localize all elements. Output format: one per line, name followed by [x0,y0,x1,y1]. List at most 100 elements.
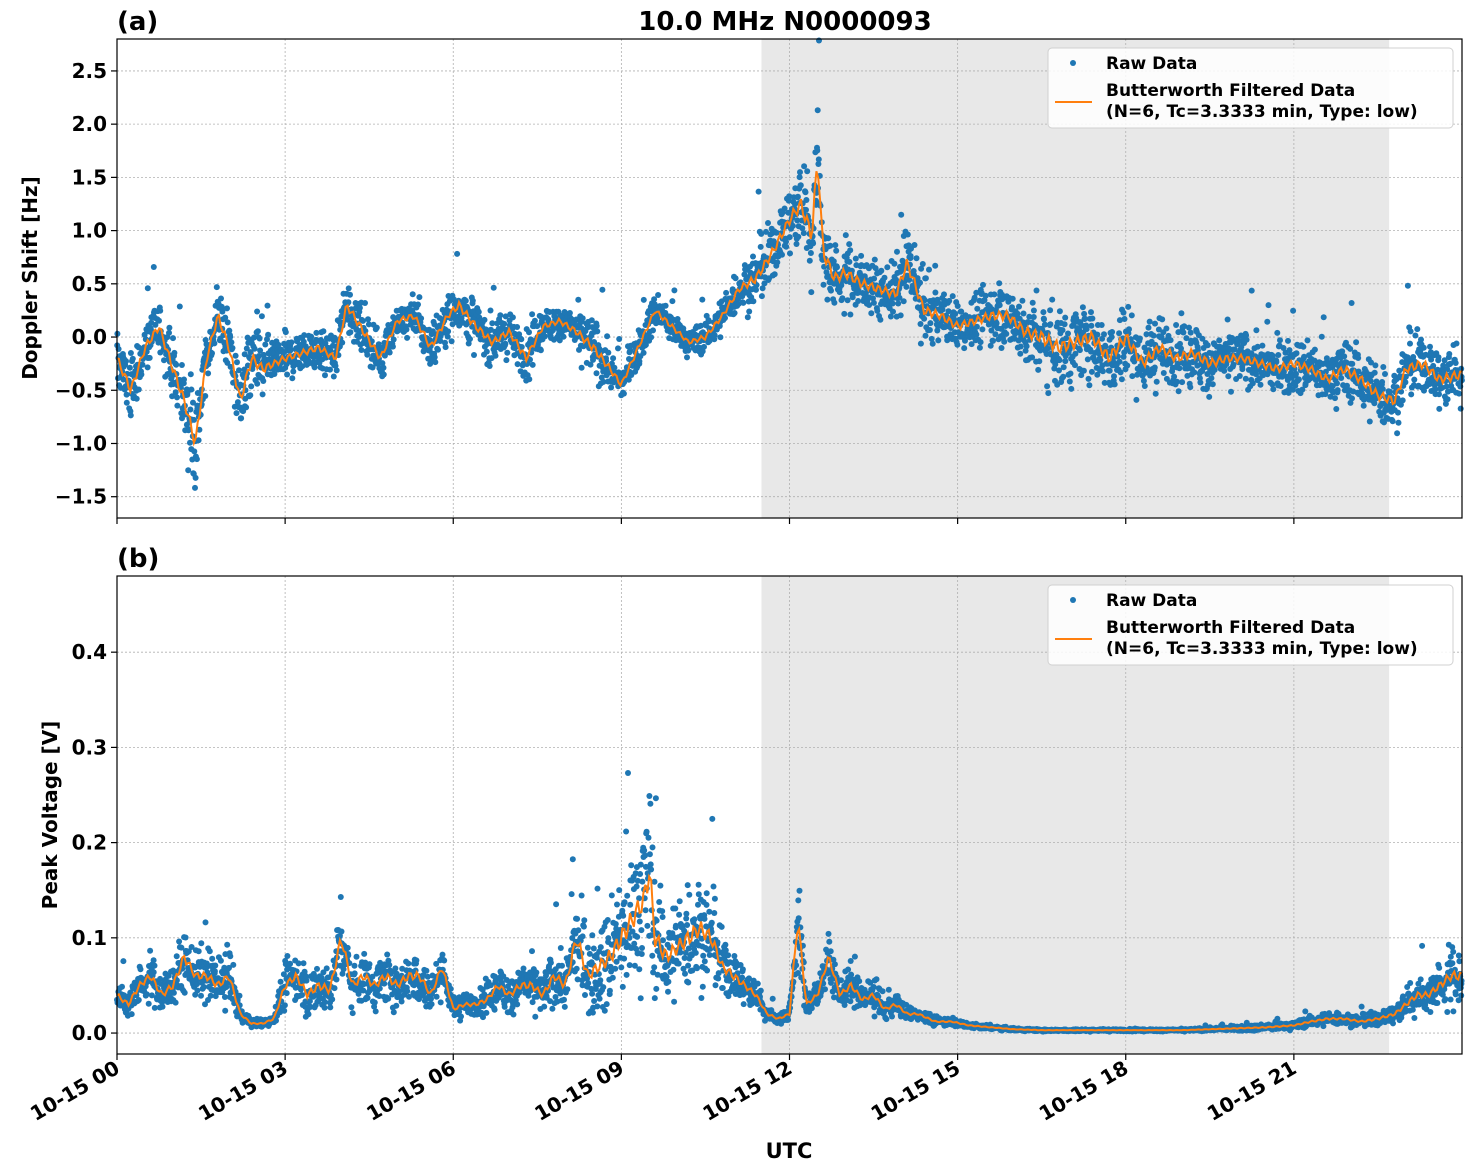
raw-point [258,313,265,320]
raw-point [561,1003,568,1010]
raw-point [234,399,241,406]
raw-point [181,989,188,996]
raw-point [1140,377,1147,384]
raw-point [241,351,248,358]
raw-point [192,474,199,481]
raw-point [389,343,396,350]
raw-point [248,383,255,390]
raw-point [322,372,328,379]
raw-point [1311,346,1318,353]
legend-raw-label: Raw Data [1106,54,1197,74]
raw-point [932,289,939,296]
raw-point [615,345,621,352]
raw-point [404,988,411,995]
raw-point [1098,322,1105,328]
raw-point [800,230,807,237]
raw-point [187,439,193,446]
raw-point [990,337,996,344]
raw-point [202,393,209,399]
raw-point [202,919,209,926]
raw-point [187,371,194,378]
raw-point [301,332,308,339]
raw-point [581,917,588,924]
raw-point [150,969,157,976]
raw-point [1174,378,1180,385]
raw-point [1049,296,1056,303]
raw-point [1145,324,1152,331]
raw-point [907,253,914,259]
raw-point [616,336,623,342]
y-tick-label: −1.0 [55,431,107,455]
raw-point [137,966,144,973]
raw-point [961,345,968,352]
raw-point [1349,395,1355,402]
raw-point [1191,369,1198,376]
raw-point [731,310,738,316]
raw-point [1408,391,1415,398]
raw-point [439,951,446,958]
raw-point [1030,307,1037,314]
raw-point [992,331,999,338]
raw-point [640,296,647,303]
raw-point [179,415,185,422]
raw-point [597,944,604,951]
raw-point [254,380,261,387]
raw-point [227,363,234,370]
raw-point [1360,402,1367,409]
raw-point [832,242,839,249]
panel-a-legend: Raw Data Butterworth Filtered Data (N=6,… [1047,47,1454,129]
raw-point [1085,375,1092,382]
raw-point [1036,358,1043,365]
raw-point [1088,322,1095,329]
raw-point [1111,373,1117,380]
raw-point [803,197,810,203]
raw-point [1068,385,1075,392]
raw-point [491,1006,498,1013]
raw-point [935,337,942,344]
raw-point [313,329,320,336]
raw-point [973,331,980,338]
raw-point [1035,366,1042,373]
raw-point [814,107,821,114]
raw-point [170,989,177,996]
raw-point [437,999,444,1006]
raw-point [1061,321,1068,328]
raw-point [487,307,494,314]
raw-point [413,957,420,964]
raw-point [807,250,814,256]
raw-point [126,364,133,371]
raw-point [308,333,315,340]
raw-point [218,295,224,302]
raw-point [222,1007,229,1014]
raw-point [190,399,196,406]
raw-point [1228,388,1234,395]
raw-point [573,965,580,972]
raw-point [1264,318,1271,325]
raw-point [1003,330,1010,337]
raw-point [123,399,130,406]
raw-point [1334,380,1340,387]
raw-point [251,334,257,341]
raw-point [671,287,678,294]
y-tick-label: 0.5 [72,272,107,296]
raw-point [783,243,790,250]
raw-point [362,300,368,306]
raw-point [847,311,854,318]
raw-point [297,986,304,993]
raw-point [331,334,338,341]
raw-point [1197,379,1204,386]
raw-point [348,1004,355,1011]
raw-point [559,962,565,969]
raw-point [1152,390,1159,397]
raw-point [732,275,739,282]
raw-point [152,321,159,328]
raw-point [462,297,469,304]
raw-point [323,965,330,972]
raw-point [481,316,488,323]
raw-point [547,959,554,966]
legend-raw-marker [1070,60,1076,66]
raw-point [1017,350,1024,357]
raw-point [1349,360,1356,367]
raw-point [1167,337,1174,344]
raw-point [549,1005,556,1012]
